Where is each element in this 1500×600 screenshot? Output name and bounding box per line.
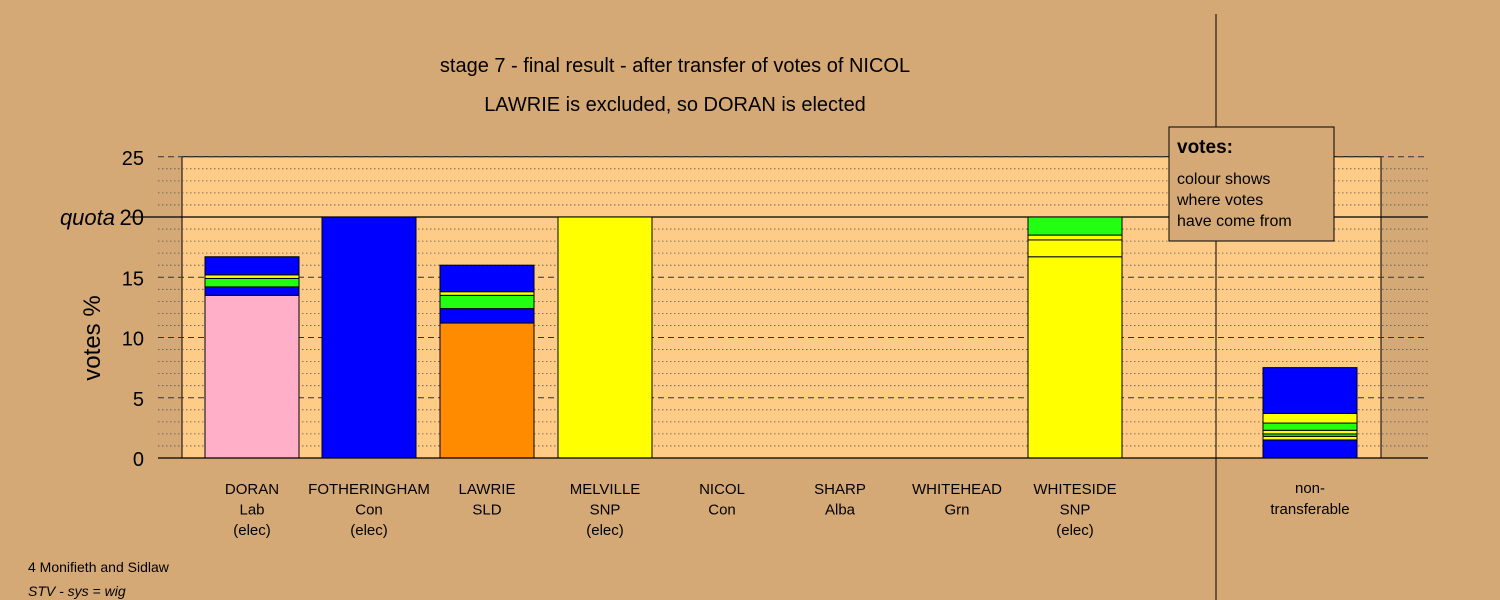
- legend-line: where votes: [1176, 192, 1263, 209]
- bar-doran-segment: [204, 274, 300, 279]
- bar-nontransferable-segment: [1262, 422, 1358, 431]
- bar-lawrie-segment: [439, 291, 535, 296]
- legend-line: have come from: [1177, 213, 1292, 230]
- chart-subtitle: LAWRIE is excluded, so DORAN is elected: [484, 94, 866, 116]
- candidate-party: SNP: [1060, 502, 1091, 519]
- legend-title: votes:: [1177, 137, 1233, 158]
- bar-nontransferable-segment: [1262, 429, 1358, 435]
- bar-nontransferable-segment: [1262, 435, 1358, 441]
- bar-nontransferable-segment: [1262, 439, 1358, 459]
- y-tick-label: 20: [120, 205, 144, 230]
- bar-whiteside-segment: [1027, 239, 1123, 258]
- bar-lawrie-segment: [439, 264, 535, 293]
- candidate-status: (elec): [586, 522, 624, 539]
- candidate-party: SLD: [472, 502, 501, 519]
- legend-box: [1168, 126, 1335, 242]
- candidate-name: LAWRIE: [459, 481, 516, 498]
- legend: votes: colour shows where votes have com…: [1168, 126, 1335, 242]
- y-tick-label: 25: [122, 148, 144, 170]
- bar-doran-segment: [204, 294, 300, 459]
- candidate-name: SHARP: [814, 481, 866, 498]
- candidate-name: DORAN: [225, 481, 279, 498]
- bar-nontransferable-segment: [1262, 367, 1358, 414]
- quota-label: quota: [60, 205, 115, 230]
- bar-melville-segment: [557, 216, 653, 459]
- candidate-labels: DORAN Lab (elec) FOTHERINGHAM Con (elec) LAWRI…: [225, 480, 1350, 539]
- candidate-party: SNP: [590, 502, 621, 519]
- bar-lawrie-segment: [439, 322, 535, 459]
- y-tick-label: 10: [122, 329, 144, 351]
- candidate-status: (elec): [1056, 522, 1094, 539]
- candidate-party: Alba: [825, 502, 856, 519]
- nontransferable-label: non-: [1295, 480, 1325, 497]
- y-axis-label: votes %: [79, 295, 106, 380]
- bar-fotheringham-segment: [321, 216, 417, 459]
- candidate-party: Con: [355, 502, 383, 519]
- candidate-party: Grn: [944, 502, 969, 519]
- y-tick-label: 0: [133, 449, 144, 471]
- candidate-name: FOTHERINGHAM: [308, 481, 430, 498]
- bars: [204, 216, 1358, 459]
- bar-lawrie-segment: [439, 308, 535, 324]
- bar-nontransferable-segment: [1262, 412, 1358, 424]
- bar-whiteside-segment: [1027, 216, 1123, 236]
- candidate-name: NICOL: [699, 481, 745, 498]
- candidate-party: Con: [708, 502, 736, 519]
- bar-whiteside-segment: [1027, 234, 1123, 241]
- candidate-name: WHITEHEAD: [912, 481, 1002, 498]
- constituency-label: 4 Monifieth and Sidlaw: [28, 559, 169, 575]
- system-label: STV - sys = wig: [28, 583, 126, 599]
- y-tick-label: 5: [133, 389, 144, 411]
- bar-doran-segment: [204, 256, 300, 276]
- candidate-name: MELVILLE: [570, 481, 641, 498]
- nontransferable-label: transferable: [1270, 501, 1349, 518]
- candidate-party: Lab: [239, 502, 264, 519]
- candidate-name: WHITESIDE: [1033, 481, 1116, 498]
- bar-whiteside-segment: [1027, 256, 1123, 459]
- candidate-status: (elec): [233, 522, 271, 539]
- y-tick-label: 15: [122, 268, 144, 290]
- bar-doran-segment: [204, 286, 300, 296]
- legend-line: colour shows: [1177, 171, 1270, 188]
- bar-doran-segment: [204, 277, 300, 288]
- bar-lawrie-segment: [439, 294, 535, 310]
- candidate-status: (elec): [350, 522, 388, 539]
- chart-title: stage 7 - final result - after transfer …: [440, 55, 910, 77]
